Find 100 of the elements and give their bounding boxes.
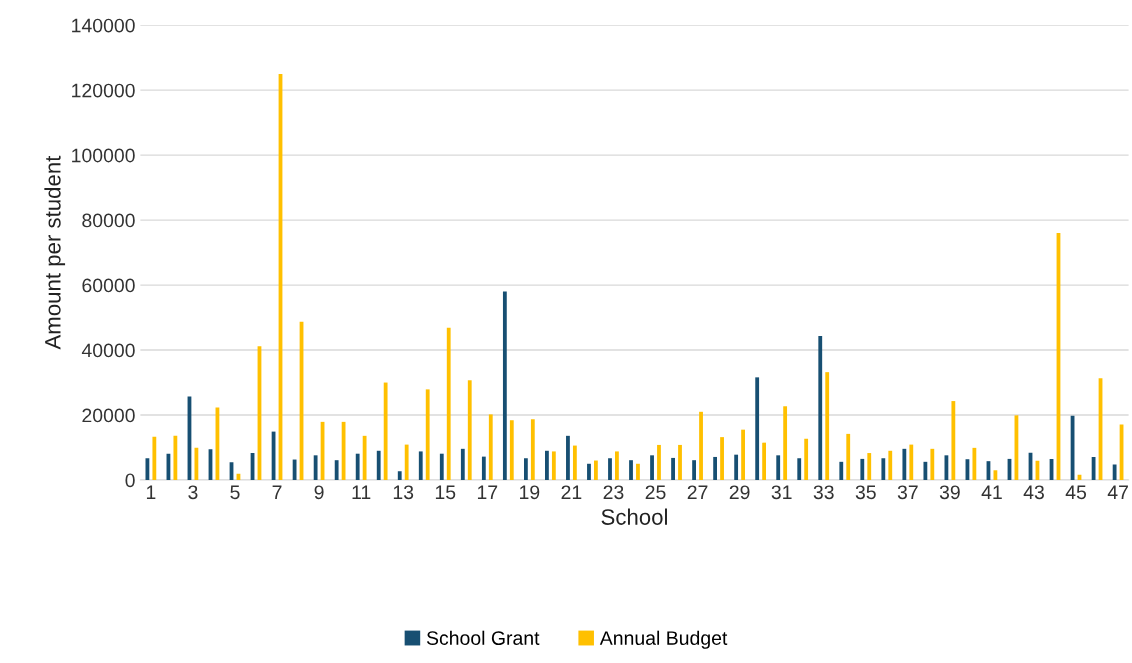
y-tick-label: 120000 xyxy=(72,83,135,98)
bar xyxy=(551,451,556,481)
bar xyxy=(713,456,718,481)
bar xyxy=(615,451,619,481)
bar xyxy=(678,444,682,481)
bar xyxy=(572,445,577,481)
bar xyxy=(502,291,507,481)
bar xyxy=(909,444,914,481)
x-tick-label: 3 xyxy=(188,485,198,500)
y-tick-label: 40000 xyxy=(81,343,135,358)
x-tick-label: 7 xyxy=(272,485,282,499)
bar xyxy=(509,420,514,481)
bar xyxy=(881,458,886,481)
bar xyxy=(404,444,409,481)
x-tick-label: 45 xyxy=(1065,485,1087,500)
x-tick-label: 37 xyxy=(897,485,918,500)
x-tick-label: 5 xyxy=(230,485,240,500)
x-tick-label: 19 xyxy=(520,485,540,500)
bar xyxy=(867,453,872,481)
x-tick-label: 23 xyxy=(603,485,624,500)
bar xyxy=(608,458,612,481)
x-tick-label: 47 xyxy=(1107,485,1128,499)
y-tick-label: 100000 xyxy=(72,148,135,163)
legend-label: Annual Budget xyxy=(599,630,728,649)
bar xyxy=(993,470,998,481)
y-axis-title: Amount per student xyxy=(44,155,66,350)
bar xyxy=(755,377,760,481)
bar xyxy=(530,419,535,481)
bar xyxy=(467,380,472,481)
bar xyxy=(383,382,388,481)
bar xyxy=(636,463,640,481)
bar xyxy=(593,460,598,481)
y-tick-label: 80000 xyxy=(82,213,135,228)
x-tick-label: 35 xyxy=(855,485,876,500)
bar xyxy=(902,448,907,481)
bar xyxy=(481,456,486,481)
x-tick-label: 31 xyxy=(771,485,792,500)
bar xyxy=(355,453,360,481)
bar xyxy=(734,454,739,481)
bar xyxy=(362,435,367,481)
bar xyxy=(930,448,935,481)
y-tick-label: 0 xyxy=(125,473,135,488)
bar xyxy=(629,460,633,481)
bar xyxy=(888,450,893,481)
bar xyxy=(425,389,430,481)
bar xyxy=(313,455,318,481)
bar xyxy=(804,438,809,481)
bar xyxy=(797,458,802,481)
x-tick-label: 13 xyxy=(393,485,414,500)
bar xyxy=(376,450,381,481)
bar xyxy=(397,471,402,481)
bar xyxy=(173,435,178,481)
bar xyxy=(825,372,830,481)
bar xyxy=(783,406,788,481)
bar xyxy=(951,401,956,481)
bar xyxy=(923,461,928,481)
bar xyxy=(1091,456,1096,481)
bar xyxy=(699,411,703,481)
bar xyxy=(657,444,661,481)
x-tick-label: 27 xyxy=(687,485,708,499)
x-tick-label: 1 xyxy=(146,485,156,499)
legend-label: School Grant xyxy=(426,630,540,645)
bar xyxy=(650,455,654,481)
bar xyxy=(418,451,423,481)
bar xyxy=(194,447,199,481)
bar xyxy=(671,457,675,481)
bar xyxy=(460,448,465,481)
x-tick-label: 43 xyxy=(1023,485,1044,500)
bar xyxy=(523,458,528,481)
x-tick-label: 25 xyxy=(645,485,666,500)
y-tick-label: 20000 xyxy=(82,408,135,423)
bar xyxy=(488,414,493,481)
bar xyxy=(439,453,444,481)
bar xyxy=(334,460,339,481)
bar xyxy=(566,435,570,481)
x-tick-label: 21 xyxy=(561,485,582,499)
x-tick-label: 17 xyxy=(477,485,498,499)
x-axis-title: School xyxy=(601,508,667,525)
bar xyxy=(776,455,781,481)
bar xyxy=(545,450,549,481)
bar xyxy=(972,447,977,481)
bar xyxy=(762,442,767,481)
x-tick-label: 11 xyxy=(352,485,371,499)
x-tick-label: 15 xyxy=(435,485,456,500)
bar xyxy=(1112,464,1117,481)
x-tick-label: 39 xyxy=(939,485,960,500)
bar xyxy=(292,459,297,481)
bar xyxy=(741,429,745,481)
bar xyxy=(720,437,724,481)
bar xyxy=(587,463,591,481)
x-tick-label: 29 xyxy=(729,485,750,500)
bar xyxy=(839,461,844,481)
bar xyxy=(692,460,696,481)
bar xyxy=(846,433,851,481)
x-tick-label: 41 xyxy=(981,485,1002,499)
bar xyxy=(818,336,823,481)
bar xyxy=(152,436,157,481)
x-tick-label: 9 xyxy=(314,485,324,500)
bar xyxy=(860,458,865,481)
y-tick-label: 140000 xyxy=(72,18,135,33)
